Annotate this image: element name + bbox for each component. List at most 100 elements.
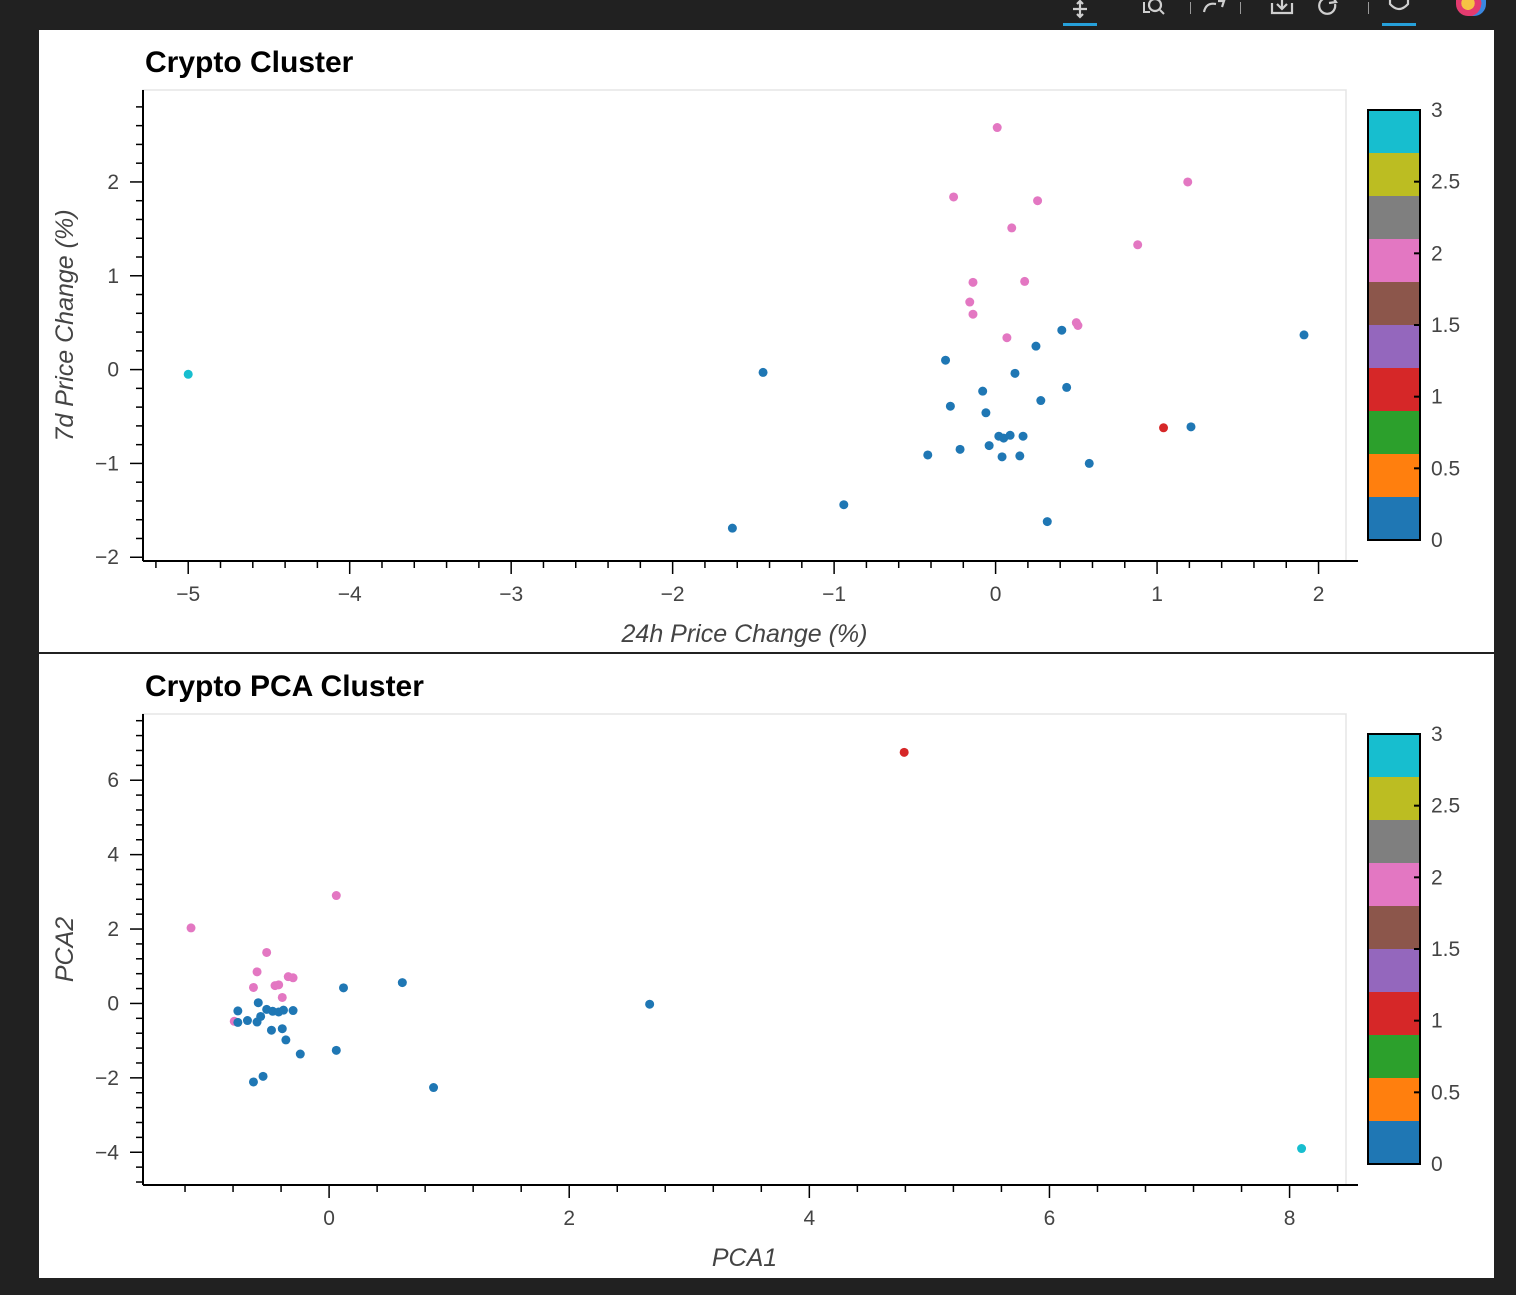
scatter-point[interactable] bbox=[1062, 382, 1072, 392]
scatter-point[interactable] bbox=[1159, 423, 1169, 433]
scatter-point[interactable] bbox=[233, 1017, 243, 1027]
scatter-point[interactable] bbox=[978, 386, 988, 396]
colorbar-segment bbox=[1368, 992, 1420, 1035]
scatter-point[interactable] bbox=[288, 973, 298, 983]
scatter-point[interactable] bbox=[1183, 177, 1193, 187]
scatter-point[interactable] bbox=[727, 523, 737, 533]
scatter-point[interactable] bbox=[1297, 1144, 1307, 1154]
y-axis-label: PCA2 bbox=[51, 917, 79, 982]
colorbar-tick-label: 2.5 bbox=[1431, 171, 1460, 194]
scatter-point[interactable] bbox=[253, 998, 263, 1008]
scatter-point[interactable] bbox=[1186, 422, 1196, 432]
scatter-point[interactable] bbox=[278, 1005, 288, 1015]
scatter-point[interactable] bbox=[1057, 325, 1067, 335]
scatter-point[interactable] bbox=[1018, 431, 1028, 441]
box-zoom-tool-button[interactable] bbox=[1138, 0, 1172, 22]
scatter-point[interactable] bbox=[1020, 276, 1030, 286]
scatter-point[interactable] bbox=[1005, 430, 1015, 440]
scatter-point[interactable] bbox=[277, 1024, 287, 1034]
scatter-point[interactable] bbox=[955, 444, 965, 454]
scatter-point[interactable] bbox=[968, 277, 978, 287]
scatter-point[interactable] bbox=[839, 500, 849, 510]
scatter-point[interactable] bbox=[274, 980, 284, 990]
scatter-point[interactable] bbox=[1084, 458, 1094, 468]
scatter-point[interactable] bbox=[645, 999, 655, 1009]
scatter-point[interactable] bbox=[233, 1006, 243, 1016]
y-tick-label: 2 bbox=[107, 171, 119, 194]
scatter-point[interactable] bbox=[339, 983, 348, 993]
pan-tool-button[interactable] bbox=[1063, 0, 1097, 26]
x-tick-label: 6 bbox=[1044, 1207, 1056, 1230]
scatter-point[interactable] bbox=[331, 891, 341, 901]
save-tool-button[interactable] bbox=[1266, 0, 1300, 22]
scatter-point[interactable] bbox=[1002, 333, 1012, 343]
scatter-point[interactable] bbox=[984, 441, 994, 451]
scatter-point[interactable] bbox=[941, 355, 951, 365]
scatter-point[interactable] bbox=[266, 1025, 276, 1035]
scatter-point[interactable] bbox=[1010, 368, 1020, 378]
scatter-point[interactable] bbox=[923, 450, 933, 460]
colorbar-segment bbox=[1368, 239, 1420, 282]
wheel-zoom-tool-button[interactable] bbox=[1198, 0, 1232, 22]
x-tick-label: −4 bbox=[338, 583, 362, 606]
scatter-point[interactable] bbox=[252, 1017, 262, 1027]
scatter-point[interactable] bbox=[248, 1077, 258, 1087]
y-tick-label: 0 bbox=[107, 359, 119, 382]
y-tick-label: −1 bbox=[95, 452, 119, 475]
scatter-point[interactable] bbox=[1031, 341, 1041, 351]
scatter-point[interactable] bbox=[981, 408, 991, 418]
reset-tool-button[interactable] bbox=[1312, 0, 1346, 22]
scatter-point[interactable] bbox=[1073, 321, 1083, 330]
hover-tool-button[interactable] bbox=[1382, 0, 1416, 26]
scatter-point[interactable] bbox=[258, 1071, 268, 1081]
scatter-point[interactable] bbox=[397, 978, 407, 988]
scatter-point[interactable] bbox=[295, 1049, 305, 1059]
colorbar-segment bbox=[1368, 1078, 1420, 1121]
colorbar-segment bbox=[1368, 153, 1420, 196]
colorbar-segment bbox=[1368, 497, 1420, 540]
scatter-point[interactable] bbox=[1007, 223, 1017, 233]
scatter-point[interactable] bbox=[331, 1045, 341, 1055]
scatter-point[interactable] bbox=[968, 309, 978, 319]
bokeh-logo-icon[interactable] bbox=[1456, 0, 1486, 16]
colorbar-segment bbox=[1368, 282, 1420, 325]
scatter-point[interactable] bbox=[183, 369, 193, 379]
scatter-point[interactable] bbox=[288, 1006, 298, 1016]
scatter-point[interactable] bbox=[1133, 240, 1143, 250]
crypto-pca-cluster-plot[interactable]: Crypto PCA Cluster 0 2 4 6 8 −4 −2 0 2 4 6 PCA1 PCA2… bbox=[39, 654, 1494, 1278]
colorbar-segment bbox=[1368, 820, 1420, 863]
colorbar-tick-label: 0.5 bbox=[1431, 1081, 1460, 1104]
x-tick-label: 0 bbox=[323, 1207, 335, 1230]
y-tick-label: 0 bbox=[107, 992, 119, 1015]
scatter-point[interactable] bbox=[1042, 517, 1052, 527]
colorbar-segment bbox=[1368, 734, 1420, 777]
y-tick-label: −4 bbox=[95, 1141, 119, 1164]
scatter-point[interactable] bbox=[965, 297, 975, 307]
chart-title: Crypto Cluster bbox=[145, 46, 354, 79]
scatter-point[interactable] bbox=[252, 967, 262, 977]
colorbar-segment bbox=[1368, 110, 1420, 153]
y-tick-label: 4 bbox=[107, 844, 119, 867]
scatter-point[interactable] bbox=[186, 923, 196, 933]
scatter-point[interactable] bbox=[1033, 196, 1043, 206]
scatter-point[interactable] bbox=[992, 123, 1002, 133]
y-tick-label: 2 bbox=[107, 918, 119, 941]
crypto-cluster-plot[interactable]: Crypto Cluster −5 −4 −3 −2 −1 0 1 2 −2 −1 0 1 2 24h P… bbox=[39, 30, 1494, 652]
scatter-point[interactable] bbox=[945, 401, 955, 411]
scatter-point[interactable] bbox=[262, 947, 272, 957]
scatter-point[interactable] bbox=[281, 1035, 291, 1045]
scatter-point[interactable] bbox=[899, 747, 909, 757]
scatter-point[interactable] bbox=[277, 992, 287, 1002]
scatter-point[interactable] bbox=[429, 1083, 439, 1093]
scatter-point[interactable] bbox=[1015, 451, 1025, 461]
scatter-point[interactable] bbox=[248, 982, 258, 992]
colorbar-segment bbox=[1368, 325, 1420, 368]
colorbar-tick-label: 2 bbox=[1431, 866, 1443, 889]
scatter-point[interactable] bbox=[242, 1016, 252, 1026]
plot-frame bbox=[142, 713, 1347, 1186]
scatter-point[interactable] bbox=[758, 367, 768, 377]
scatter-point[interactable] bbox=[949, 192, 959, 202]
scatter-point[interactable] bbox=[1299, 330, 1309, 340]
scatter-point[interactable] bbox=[997, 452, 1007, 462]
scatter-point[interactable] bbox=[1036, 396, 1046, 406]
